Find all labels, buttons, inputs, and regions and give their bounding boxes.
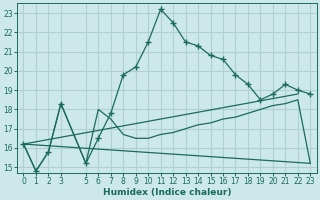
X-axis label: Humidex (Indice chaleur): Humidex (Indice chaleur) — [103, 188, 231, 197]
